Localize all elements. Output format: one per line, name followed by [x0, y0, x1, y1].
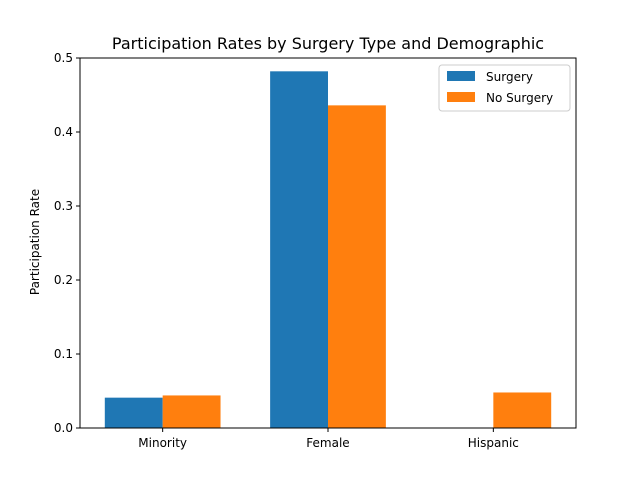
y-tick-label: 0.3: [54, 199, 73, 213]
x-tick-label: Hispanic: [468, 436, 519, 450]
y-tick-label: 0.5: [54, 51, 73, 65]
bar-surgery-minority: [104, 397, 163, 428]
legend-swatch: [447, 92, 475, 102]
y-tick-label: 0.4: [54, 125, 73, 139]
legend-label: Surgery: [486, 70, 533, 84]
bar-no-surgery-female: [328, 105, 386, 429]
y-tick-label: 0.1: [54, 347, 73, 361]
bar-surgery-female: [270, 71, 328, 428]
x-tick-label: Female: [306, 436, 349, 450]
legend: Surgery No Surgery: [438, 64, 571, 112]
x-tick-label: Minority: [138, 436, 187, 450]
y-tick-label: 0.0: [54, 421, 73, 435]
legend-label: No Surgery: [486, 91, 553, 105]
bar-no-surgery-hispanic: [493, 392, 552, 428]
plot-area: 0.0 0.1 0.2 0.3 0.4 0.5 Minority Female Hispanic: [54, 51, 577, 450]
chart-title: Participation Rates by Surgery Type and …: [112, 34, 544, 53]
y-axis-label: Participation Rate: [28, 189, 42, 295]
y-tick-label: 0.2: [54, 273, 73, 287]
bar-no-surgery-minority: [162, 395, 221, 428]
legend-swatch: [447, 71, 475, 81]
